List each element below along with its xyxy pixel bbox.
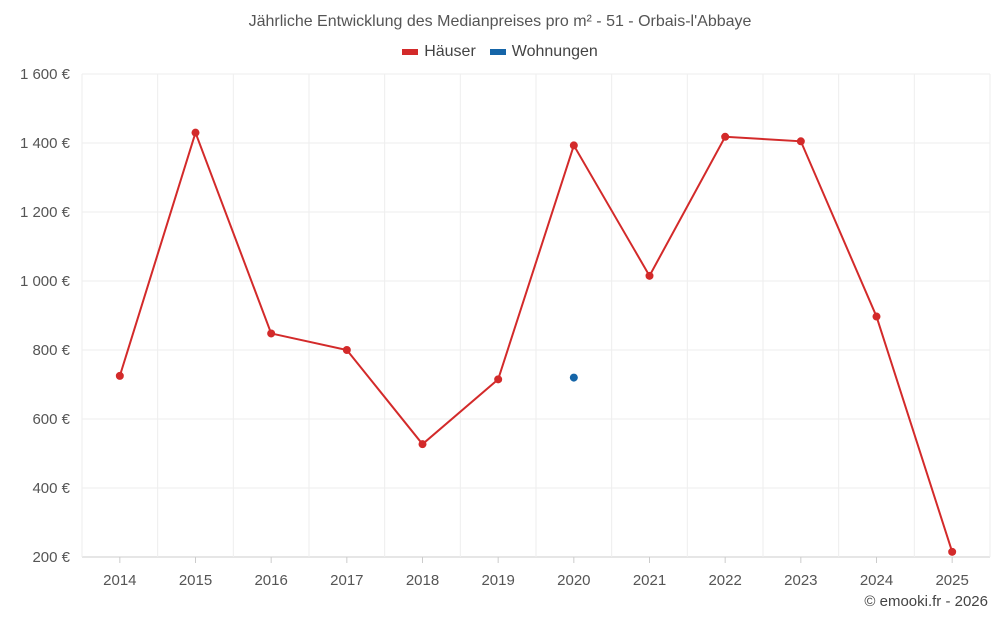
data-point-haeuser [494,375,503,384]
series-line-haeuser [118,129,954,553]
data-point-haeuser [115,371,124,380]
y-tick-label: 600 € [32,411,70,428]
x-tick-label: 2014 [103,572,136,589]
legend-item-haeuser[interactable]: Häuser [402,43,476,61]
y-tick-label: 1 200 € [20,204,71,221]
x-tick-label: 2018 [406,572,439,589]
credit-text: © emooki.fr - 2026 [864,593,988,610]
data-point-haeuser [948,547,957,556]
data-point-haeuser [721,132,730,141]
x-tick-label: 2015 [179,572,212,589]
y-tick-label: 800 € [32,342,70,359]
y-tick-label: 200 € [32,549,70,566]
legend-item-wohnungen[interactable]: Wohnungen [489,43,598,61]
x-tick-label: 2020 [557,572,590,589]
y-tick-label: 1 000 € [20,273,71,290]
data-point-haeuser [645,271,654,280]
data-point-haeuser [418,440,427,449]
data-point-haeuser [342,346,351,354]
y-tick-label: 400 € [32,480,70,497]
data-point-wohnungen [569,373,578,382]
data-point-haeuser [569,141,578,150]
legend-swatch-wohnungen [489,49,506,55]
legend-label-wohnungen: Wohnungen [511,43,598,60]
chart-legend: Häuser Wohnungen [0,43,1000,61]
data-point-haeuser [796,137,805,146]
data-point-haeuser [267,329,276,338]
data-point-haeuser [872,312,881,321]
chart-title: Jährliche Entwicklung des Medianpreises … [248,13,752,30]
legend-swatch-haeuser [402,49,419,55]
x-tick-label: 2022 [708,572,741,589]
x-tick-label: 2023 [784,572,817,589]
x-tick-label: 2019 [481,572,514,589]
x-tick-label: 2017 [330,572,363,589]
y-tick-label: 1 600 € [20,66,71,83]
x-tick-label: 2016 [254,572,287,589]
legend-label-haeuser: Häuser [424,43,476,60]
x-tick-label: 2025 [935,572,968,589]
y-tick-label: 1 400 € [20,135,71,152]
x-tick-label: 2024 [860,572,893,589]
data-point-haeuser [191,128,200,137]
x-tick-label: 2021 [633,572,666,589]
